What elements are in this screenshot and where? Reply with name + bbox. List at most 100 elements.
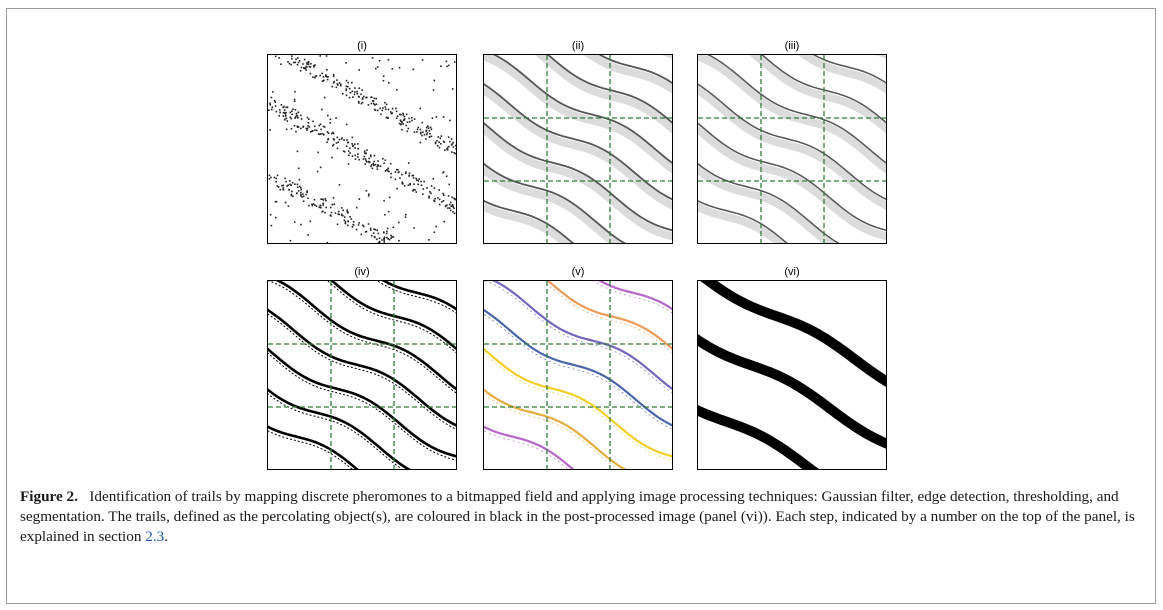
pheromone-dot: [305, 127, 308, 130]
pheromone-dot: [370, 164, 373, 166]
pheromone-dot: [374, 163, 377, 166]
pheromone-dot: [392, 226, 395, 229]
pheromone-dot: [284, 114, 287, 116]
pheromone-dot: [306, 129, 308, 131]
pheromone-dot: [338, 82, 341, 84]
pheromone-dot: [282, 115, 285, 117]
pheromone-dot: [434, 198, 437, 200]
trail-halo: [748, 55, 886, 134]
pheromone-dot: [354, 154, 356, 157]
pheromone-dot: [285, 106, 287, 109]
pheromone-dot: [332, 132, 335, 135]
pheromone-dot: [402, 112, 404, 115]
pheromone-dot: [371, 57, 374, 59]
pheromone-dot: [434, 142, 437, 145]
pheromone-dot: [369, 154, 372, 156]
pheromone-dot: [401, 121, 404, 124]
pheromone-dot: [358, 69, 360, 71]
pheromone-dot: [336, 79, 338, 81]
pheromone-dot: [286, 185, 288, 187]
pheromone-dot: [373, 235, 376, 238]
pheromone-dot: [332, 197, 335, 199]
trail-line: [706, 55, 886, 164]
pheromone-dot: [432, 177, 435, 180]
pheromone-dot: [360, 102, 363, 105]
pheromone-dot: [319, 166, 322, 169]
pheromone-dot: [291, 110, 293, 112]
pheromone-dot: [398, 66, 401, 69]
pheromone-dot: [302, 63, 304, 65]
pheromone-dot: [440, 143, 442, 145]
pheromone-dot: [371, 96, 373, 98]
pheromone-dot: [322, 76, 325, 78]
grid-overlay: [484, 281, 672, 469]
pheromone-dot: [396, 88, 398, 91]
pheromone-dot: [405, 124, 407, 127]
pheromone-dot: [322, 199, 325, 201]
pheromone-dot: [346, 212, 349, 214]
pheromone-dot: [310, 62, 312, 65]
pheromone-dot: [271, 106, 274, 108]
pheromone-dot: [270, 224, 273, 227]
pheromone-dot: [269, 213, 272, 216]
pheromone-dot: [421, 121, 424, 124]
pheromone-dot: [407, 162, 410, 164]
pheromone-dot: [368, 157, 370, 160]
pheromone-dot: [281, 184, 283, 187]
pheromone-dot: [314, 75, 317, 77]
pheromone-dot: [390, 176, 392, 179]
pheromone-dot: [332, 144, 334, 147]
pheromone-dot: [298, 60, 301, 62]
pheromone-dot: [363, 152, 366, 154]
pheromone-dot: [413, 131, 416, 133]
pheromone-dot: [345, 145, 348, 147]
pheromone-dot: [348, 154, 350, 156]
pheromone-dot: [373, 154, 376, 157]
pheromone-dot: [297, 111, 300, 114]
pheromone-dot: [428, 195, 430, 198]
panel-label: (vi): [784, 266, 800, 278]
pheromone-dot: [275, 180, 277, 183]
pheromone-dot: [306, 66, 308, 68]
pheromone-dot: [453, 61, 456, 63]
figure-caption: Figure 2. Identification of trails by ma…: [20, 487, 1145, 547]
segment-line: [484, 388, 627, 469]
pheromone-dot: [373, 228, 375, 230]
pheromone-dot: [339, 84, 342, 87]
trail-halo: [484, 124, 672, 241]
trail-halo: [584, 55, 672, 94]
pheromone-dot: [372, 100, 375, 103]
pheromone-dot: [382, 107, 384, 109]
trail-line: [484, 199, 575, 243]
pheromone-dot: [325, 55, 328, 57]
segment-edge: [484, 281, 672, 394]
pheromone-dot: [442, 171, 444, 174]
pheromone-dot: [446, 65, 448, 68]
pheromone-dot: [455, 144, 456, 147]
pheromone-dot: [274, 201, 277, 203]
section-reference-link[interactable]: 2.3: [145, 528, 165, 545]
pheromone-dot: [351, 226, 354, 228]
pheromone-dot: [351, 155, 354, 157]
trail-halo: [534, 55, 672, 134]
pheromone-dot: [376, 66, 379, 68]
pheromone-dot: [375, 67, 377, 70]
pheromone-dot: [454, 198, 456, 200]
pheromone-dot: [417, 126, 420, 129]
pheromone-dot: [454, 152, 456, 155]
pheromone-dot: [430, 135, 433, 138]
segment-line: [484, 308, 672, 427]
pheromone-dot: [327, 76, 329, 78]
panel-label: (v): [571, 266, 585, 278]
pheromone-dot: [378, 240, 381, 243]
pheromone-dot: [401, 181, 404, 183]
pheromone-dot: [398, 171, 400, 173]
trail-line: [268, 388, 411, 469]
pheromone-dot: [379, 165, 382, 168]
pheromone-dot: [282, 106, 284, 109]
pheromone-dot: [413, 183, 415, 185]
pheromone-dot: [325, 74, 327, 76]
pheromone-dot: [439, 137, 442, 139]
segment-edge: [484, 393, 619, 469]
pheromone-dot: [306, 63, 308, 65]
